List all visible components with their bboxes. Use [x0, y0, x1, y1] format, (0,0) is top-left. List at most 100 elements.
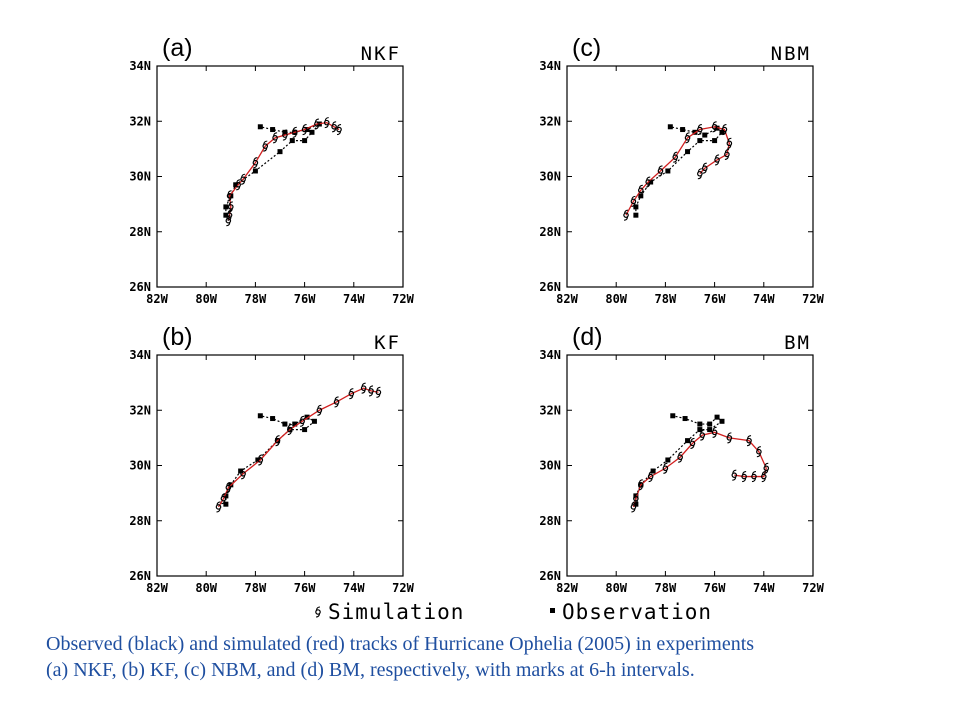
- simulation-point: [301, 123, 308, 136]
- x-tick-label: 82W: [556, 581, 578, 595]
- legend-observation-label: Observation: [562, 600, 712, 624]
- simulation-point: [228, 201, 234, 213]
- observation-point: [670, 413, 676, 419]
- observation-point: [714, 414, 720, 420]
- simulation-point: [333, 396, 340, 408]
- x-tick-label: 76W: [704, 581, 726, 595]
- simulation-point: [760, 470, 767, 483]
- y-tick-label: 28N: [539, 514, 561, 528]
- y-tick-label: 28N: [129, 225, 151, 239]
- observation-point: [714, 125, 720, 131]
- simulation-point: [721, 123, 728, 136]
- simulation-point: [699, 429, 706, 441]
- observation-point: [228, 193, 234, 199]
- y-tick-label: 32N: [129, 114, 151, 128]
- simulation-point: [215, 501, 222, 513]
- observation-point: [257, 124, 263, 130]
- x-tick-label: 76W: [294, 292, 316, 306]
- simulation-point: [225, 215, 232, 227]
- panel-nkf: 82W 80W 78W 76W 74W 72W 26N 28N 30N 32N 34N (a) NKF: [129, 34, 414, 306]
- experiment-name: NBM: [771, 43, 811, 65]
- x-tick-label: 78W: [655, 292, 677, 306]
- y-tick-label: 32N: [129, 403, 151, 417]
- observation-point: [223, 204, 229, 210]
- y-tick-label: 30N: [539, 459, 561, 473]
- y-tick-label: 30N: [539, 170, 561, 184]
- simulation-point: [287, 424, 293, 436]
- simulation-point: [647, 470, 654, 483]
- simulation-track: [625, 126, 731, 216]
- simulation-point: [336, 123, 342, 136]
- observation-point: [282, 421, 288, 427]
- simulation-point: [240, 173, 246, 185]
- experiment-name: NKF: [361, 43, 401, 65]
- observation-point: [697, 421, 703, 427]
- simulation-point: [226, 190, 233, 202]
- simulation-point: [630, 501, 637, 513]
- observation-point: [223, 493, 229, 499]
- y-tick-label: 30N: [129, 170, 151, 184]
- simulation-point: [274, 435, 281, 447]
- x-tick-label: 82W: [556, 292, 578, 306]
- observation-point: [680, 127, 686, 133]
- observation-point: [719, 418, 725, 424]
- observation-point: [707, 421, 713, 427]
- panel-nbm: 82W 80W 78W 76W 74W 72W 26N 28N 30N 32N 34N (c) NBM: [539, 34, 824, 306]
- simulation-point: [657, 165, 664, 177]
- x-tick-label: 78W: [245, 581, 267, 595]
- observation-point: [667, 124, 673, 130]
- legend-observation-symbol: [550, 608, 555, 613]
- experiment-name: KF: [374, 332, 401, 354]
- observation-point: [633, 204, 639, 210]
- simulation-point: [262, 140, 269, 152]
- x-tick-label: 78W: [655, 581, 677, 595]
- observation-point: [633, 501, 639, 507]
- panel-kf: 82W 80W 78W 76W 74W 72W 26N 28N 30N 32N 34N (b) KF: [129, 323, 414, 595]
- y-tick-label: 34N: [539, 59, 561, 73]
- x-tick-label: 80W: [195, 581, 217, 595]
- x-tick-label: 76W: [294, 581, 316, 595]
- simulation-point: [751, 470, 757, 483]
- simulation-point: [724, 148, 730, 160]
- legend-simulation-label: Simulation: [328, 600, 464, 624]
- observation-point: [270, 416, 276, 422]
- simulation-point: [714, 154, 720, 166]
- observation-point: [707, 427, 713, 433]
- observation-point: [292, 421, 298, 427]
- simulation-point: [299, 415, 305, 427]
- observation-point: [309, 129, 315, 135]
- observation-point: [633, 212, 639, 218]
- observation-point: [650, 468, 656, 474]
- simulation-point: [711, 426, 718, 438]
- observation-point: [665, 168, 671, 174]
- experiment-name: BM: [784, 332, 811, 354]
- caption-line-1: Observed (black) and simulated (red) tra…: [46, 633, 755, 655]
- simulation-point: [689, 437, 696, 449]
- observation-point: [223, 212, 229, 218]
- x-tick-label: 82W: [146, 292, 168, 306]
- simulation-point: [645, 176, 651, 188]
- simulation-point: [226, 209, 233, 221]
- simulation-point: [220, 493, 227, 505]
- simulation-track: [632, 431, 767, 508]
- simulation-point: [711, 121, 718, 133]
- simulation-point: [741, 470, 747, 483]
- simulation-point: [235, 179, 241, 191]
- observation-track: [635, 126, 723, 216]
- simulation-point: [697, 168, 703, 180]
- simulation-point: [637, 184, 644, 196]
- simulation-point: [225, 482, 232, 494]
- simulation-track: [227, 121, 340, 221]
- simulation-point: [360, 382, 367, 394]
- observation-point: [702, 132, 708, 138]
- caption: Observed (black) and simulated (red) tra…: [46, 631, 926, 683]
- simulation-point: [633, 493, 639, 505]
- y-tick-label: 26N: [129, 280, 151, 294]
- y-tick-label: 30N: [129, 459, 151, 473]
- y-tick-label: 28N: [539, 225, 561, 239]
- simulation-point: [623, 209, 629, 221]
- x-tick-label: 80W: [195, 292, 217, 306]
- x-tick-label: 74W: [753, 581, 775, 595]
- observation-point: [682, 416, 688, 422]
